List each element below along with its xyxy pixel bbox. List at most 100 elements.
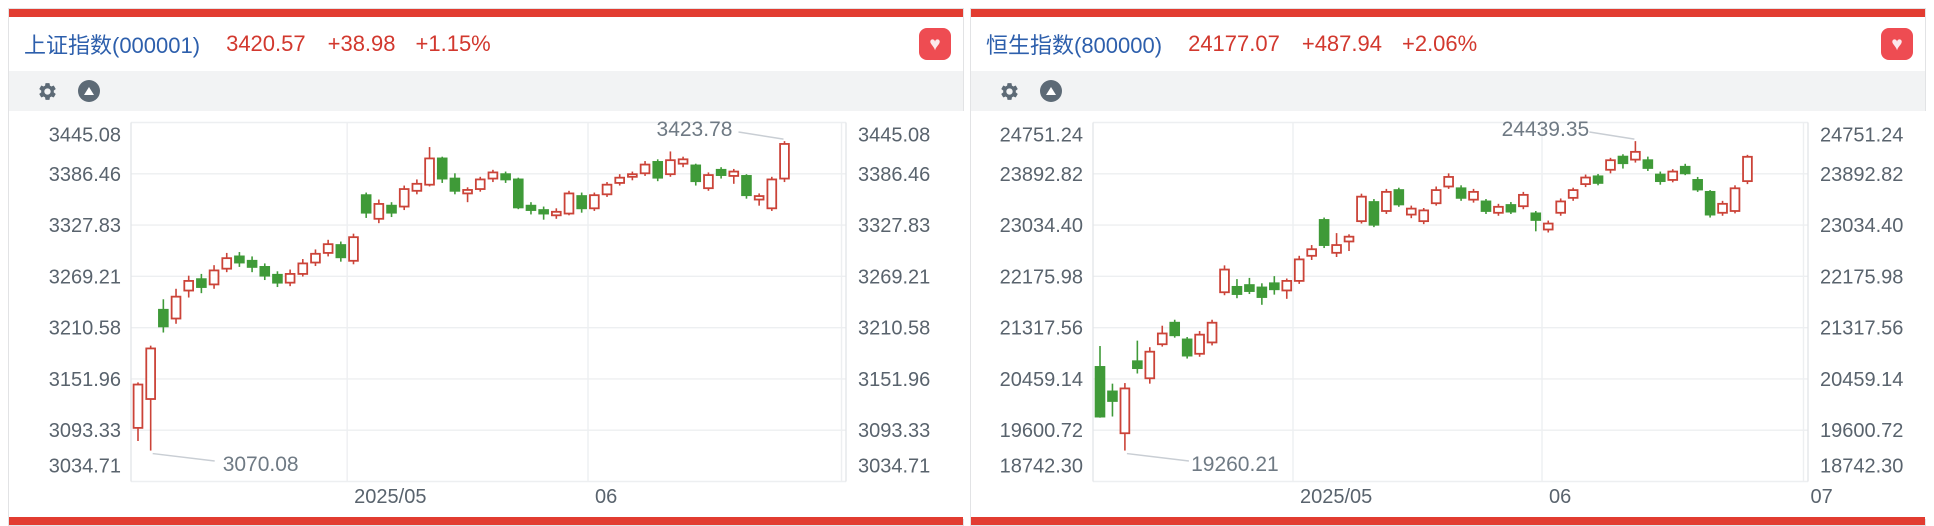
candle bbox=[183, 275, 195, 298]
index-change-percent: +2.06% bbox=[1401, 31, 1478, 56]
candle bbox=[424, 147, 435, 187]
candle-body bbox=[208, 269, 220, 286]
candle-body bbox=[170, 295, 182, 320]
y-axis-label-right: 3327.83 bbox=[858, 215, 930, 237]
index-price: 24177.07 bbox=[1188, 31, 1280, 56]
y-axis-label-right: 3151.96 bbox=[858, 369, 930, 391]
panel-header: 上证指数(000001) 3420.57 +38.98 +1.15% ♥ bbox=[9, 17, 963, 71]
candle-body bbox=[436, 157, 448, 180]
min-value-annotation: 19260.21 bbox=[1191, 453, 1279, 476]
candle bbox=[703, 172, 714, 191]
candle bbox=[1555, 198, 1566, 216]
candle-body bbox=[1156, 332, 1168, 346]
y-axis-label-right: 3269.21 bbox=[858, 266, 930, 288]
candle-body bbox=[1717, 202, 1728, 214]
candle bbox=[1630, 141, 1641, 163]
indicator-toggle-button[interactable] bbox=[78, 80, 100, 102]
settings-button[interactable] bbox=[36, 80, 58, 102]
candle bbox=[1219, 265, 1230, 296]
candle bbox=[1505, 202, 1517, 214]
candle bbox=[614, 174, 625, 186]
candle-body bbox=[310, 252, 321, 264]
axis-labels-layer: 24751.24 24751.24 23892.82 23892.82 23034.40… bbox=[1000, 125, 1904, 509]
candle-body bbox=[703, 174, 714, 190]
candle-body bbox=[360, 194, 372, 214]
y-axis-label-left: 21317.56 bbox=[1000, 318, 1083, 340]
candlestick-chart[interactable]: 24751.24 24751.24 23892.82 23892.82 23034.40… bbox=[971, 111, 1927, 519]
candle bbox=[208, 265, 220, 289]
candle-body bbox=[373, 203, 385, 220]
candle bbox=[1617, 154, 1629, 169]
candle-body bbox=[551, 210, 562, 217]
candle bbox=[601, 182, 613, 197]
candle bbox=[398, 185, 410, 211]
candle-body bbox=[1181, 338, 1193, 357]
panel-shanghai-index: 上证指数(000001) 3420.57 +38.98 +1.15% ♥ 344… bbox=[8, 8, 965, 526]
candle-body bbox=[766, 178, 778, 210]
y-axis-label-left: 19600.72 bbox=[1000, 420, 1083, 442]
candle-body bbox=[677, 158, 689, 165]
candle bbox=[1356, 193, 1367, 224]
index-change: +38.98 bbox=[327, 31, 396, 56]
candle-body bbox=[322, 243, 334, 254]
candle bbox=[1592, 173, 1604, 186]
candle bbox=[1605, 157, 1616, 174]
candle bbox=[1306, 245, 1317, 260]
y-axis-label-right: 18742.30 bbox=[1820, 456, 1903, 478]
candle-body bbox=[1393, 189, 1405, 206]
heart-icon: ♥ bbox=[1891, 33, 1903, 55]
candle bbox=[1231, 279, 1243, 299]
candle bbox=[145, 345, 156, 451]
candle-body bbox=[1132, 360, 1143, 370]
candle-body bbox=[1306, 248, 1317, 257]
candle-body bbox=[1281, 279, 1293, 292]
favorite-button[interactable]: ♥ bbox=[1881, 28, 1913, 60]
candle-body bbox=[500, 173, 511, 181]
candles-layer bbox=[1094, 141, 1753, 451]
index-title[interactable]: 上证指数(000001) bbox=[24, 33, 201, 58]
index-title[interactable]: 恒生指数(800000) bbox=[986, 33, 1163, 58]
candle bbox=[627, 171, 638, 181]
grid-layer bbox=[130, 121, 847, 483]
candle bbox=[284, 269, 296, 287]
candle-body bbox=[424, 157, 435, 186]
candle bbox=[158, 299, 169, 333]
candle bbox=[690, 163, 702, 186]
candle-body bbox=[1729, 187, 1741, 212]
settings-button[interactable] bbox=[998, 80, 1020, 102]
candle-body bbox=[234, 255, 245, 264]
candle bbox=[1194, 331, 1205, 357]
max-value-annotation: 24439.35 bbox=[1502, 118, 1590, 141]
favorite-button[interactable]: ♥ bbox=[919, 28, 951, 60]
y-axis-label-right: 3386.46 bbox=[858, 164, 930, 186]
candle-body bbox=[1493, 205, 1504, 214]
indicator-toggle-button[interactable] bbox=[1040, 80, 1062, 102]
candle bbox=[1393, 187, 1405, 207]
candle bbox=[652, 159, 664, 182]
candle-body bbox=[398, 188, 410, 208]
candle-body bbox=[1293, 258, 1305, 282]
candle-body bbox=[1605, 159, 1616, 171]
candle-body bbox=[272, 273, 283, 284]
candle-body bbox=[1318, 219, 1330, 246]
candle-body bbox=[1642, 159, 1654, 169]
candle-body bbox=[221, 257, 233, 270]
candle bbox=[1717, 200, 1728, 216]
candle bbox=[1455, 185, 1467, 201]
candle-body bbox=[1655, 173, 1666, 183]
candlestick-chart[interactable]: 3445.08 3445.08 3386.46 3386.46 3327.83 3327.… bbox=[9, 111, 965, 519]
candle-body bbox=[512, 178, 524, 209]
candle-body bbox=[474, 178, 486, 190]
annotations-layer: 24439.35 19260.21 bbox=[1126, 118, 1635, 476]
candle-body bbox=[1679, 165, 1691, 175]
candle-body bbox=[1443, 176, 1454, 188]
candle bbox=[728, 168, 740, 184]
candle-body bbox=[1667, 170, 1679, 181]
panel-top-accent-bar bbox=[9, 9, 963, 17]
candle bbox=[487, 169, 499, 183]
y-axis-label-left: 3034.71 bbox=[49, 456, 121, 478]
annotation-connector bbox=[1126, 452, 1189, 462]
candle-body bbox=[386, 204, 397, 214]
panel-top-accent-bar bbox=[971, 9, 1925, 17]
y-axis-label-right: 23034.40 bbox=[1820, 215, 1903, 237]
